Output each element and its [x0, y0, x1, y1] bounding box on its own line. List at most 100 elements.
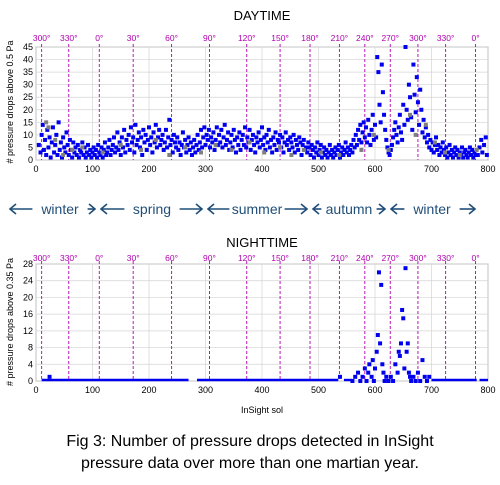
data-point [337, 155, 342, 160]
solar-longitude-label: 330° [437, 33, 455, 43]
data-point [137, 145, 142, 150]
data-point [344, 150, 349, 155]
x-tick-label: 700 [424, 385, 439, 395]
data-point [140, 152, 145, 157]
daytime-y-axis-label: # pressure drops above 0.5 Pa [5, 40, 15, 163]
data-point [113, 150, 118, 155]
data-point [74, 152, 79, 157]
data-point [57, 147, 62, 152]
data-point [377, 102, 382, 107]
data-point [445, 155, 450, 160]
data-point [102, 140, 107, 145]
data-point-gray [100, 150, 105, 155]
data-point [80, 140, 85, 145]
data-point [61, 135, 66, 140]
data-point [429, 147, 434, 152]
data-point [252, 142, 257, 147]
data-point [122, 127, 127, 132]
data-point [376, 70, 381, 75]
data-point [375, 55, 380, 60]
data-point [232, 137, 237, 142]
data-point [307, 145, 312, 150]
data-point [36, 142, 41, 147]
data-point [403, 45, 408, 49]
season-row: winter spring summer autumn winter [8, 201, 477, 217]
data-point [351, 137, 356, 142]
data-point [70, 155, 75, 160]
data-point [420, 358, 425, 363]
season-arrow-head-left [311, 203, 320, 215]
data-point [398, 341, 403, 346]
data-point [299, 152, 304, 157]
data-point [412, 92, 417, 97]
data-point [105, 150, 110, 155]
data-point [171, 132, 176, 137]
data-point [335, 147, 340, 152]
data-point [165, 145, 170, 150]
data-point [402, 122, 407, 127]
data-point [446, 150, 451, 155]
data-point [186, 135, 191, 140]
solar-longitude-label: 240° [356, 253, 374, 263]
x-tick-label: 500 [311, 164, 326, 174]
solar-longitude-label: 270° [381, 253, 399, 263]
data-point [127, 147, 132, 152]
data-point [231, 127, 236, 132]
nighttime-grid [35, 263, 489, 382]
data-point [206, 127, 211, 132]
data-point-gray [153, 137, 158, 142]
data-point [447, 142, 452, 147]
data-point [359, 140, 364, 145]
data-point [326, 150, 331, 155]
data-point [256, 130, 261, 135]
data-point [441, 147, 446, 152]
data-point [262, 135, 267, 140]
data-point [383, 127, 388, 132]
data-point [464, 152, 469, 157]
data-point [301, 137, 306, 142]
data-point [414, 75, 419, 80]
data-point [117, 140, 122, 145]
data-point [353, 132, 358, 137]
data-point [363, 125, 368, 130]
data-point [428, 137, 433, 142]
data-point-gray [336, 152, 341, 157]
data-point [43, 137, 48, 142]
data-point [347, 152, 352, 157]
solar-longitude-label: 210° [331, 33, 349, 43]
data-point [175, 135, 180, 140]
data-point [317, 147, 322, 152]
data-point [437, 152, 442, 157]
data-point [224, 137, 229, 142]
data-point [475, 152, 480, 157]
data-point [402, 366, 407, 371]
data-point [424, 379, 429, 383]
data-point [90, 150, 95, 155]
data-point [327, 142, 332, 147]
data-point [92, 152, 97, 157]
data-point [366, 370, 371, 375]
data-point [159, 137, 164, 142]
x-tick-label: 100 [85, 164, 100, 174]
data-point [219, 127, 224, 132]
data-point [263, 147, 268, 152]
data-point [422, 135, 427, 140]
data-point [167, 117, 172, 122]
data-point [397, 112, 402, 117]
data-point [180, 130, 185, 135]
data-point [223, 142, 228, 147]
data-point [341, 152, 346, 157]
data-point [269, 137, 274, 142]
data-point [210, 140, 215, 145]
data-point [328, 152, 333, 157]
data-point [379, 282, 384, 287]
x-tick-label: 700 [424, 164, 439, 174]
y-tick-label: 0 [28, 376, 33, 386]
data-point [157, 127, 162, 132]
data-point [404, 107, 409, 112]
data-point [185, 142, 190, 147]
data-point [440, 140, 445, 145]
data-point [408, 374, 413, 379]
data-point [108, 152, 113, 157]
data-point [126, 132, 131, 137]
